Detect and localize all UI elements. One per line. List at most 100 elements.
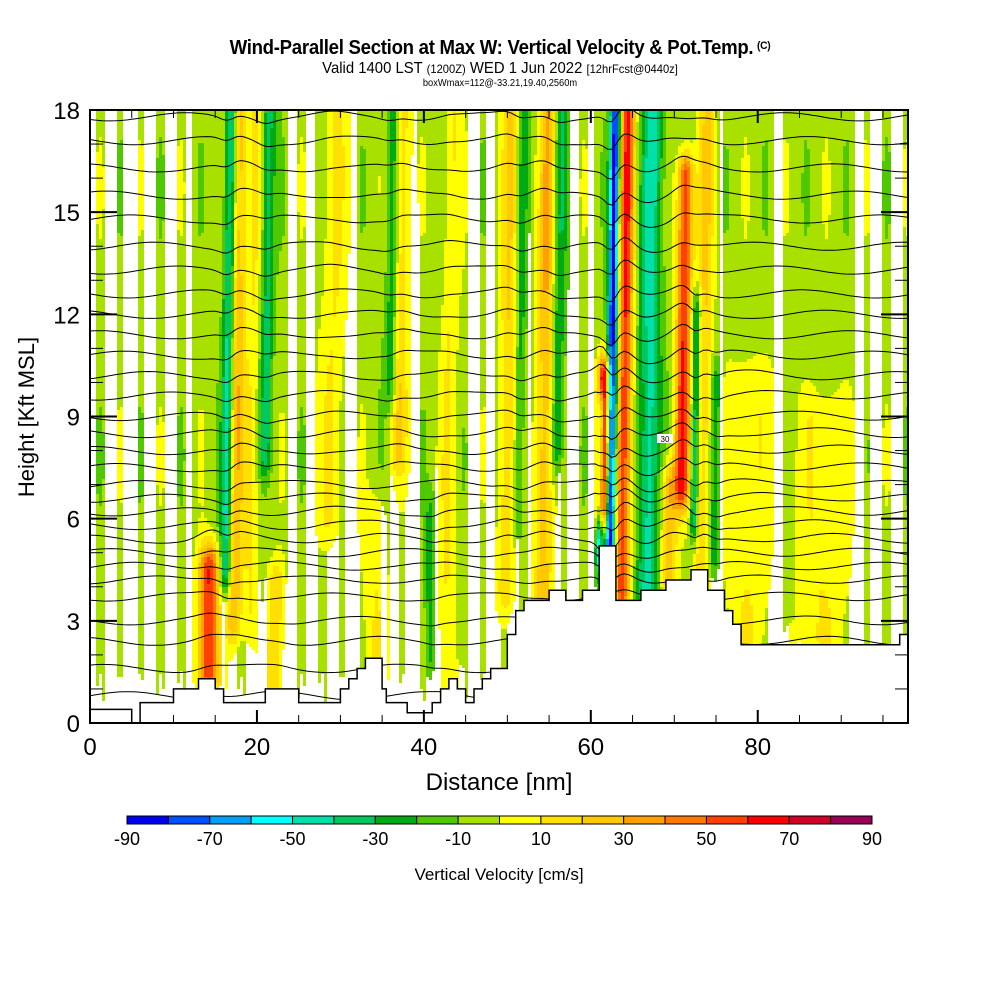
velocity-cell (666, 110, 669, 371)
velocity-cell (120, 407, 123, 503)
velocity-cell (276, 110, 279, 275)
velocity-cell (555, 476, 558, 506)
velocity-cell (825, 239, 828, 398)
velocity-cell (828, 161, 831, 215)
velocity-cell (231, 644, 234, 659)
velocity-cell (159, 239, 162, 407)
velocity-cell (663, 266, 666, 452)
valid-time: Valid 1400 LST (322, 60, 423, 77)
colorbar-swatch (499, 815, 542, 825)
velocity-cell (336, 296, 339, 536)
colorbar-swatch (623, 815, 666, 825)
velocity-cell (537, 209, 540, 569)
velocity-cell (216, 566, 219, 683)
velocity-cell (201, 233, 204, 410)
velocity-cell (282, 236, 285, 413)
velocity-cell (669, 446, 672, 458)
velocity-cell (99, 137, 102, 239)
velocity-cell (603, 368, 606, 371)
velocity-cell (219, 557, 222, 587)
velocity-cell (234, 356, 237, 632)
colorbar-swatch (830, 815, 873, 825)
velocity-cell (888, 491, 891, 689)
velocity-cell (363, 620, 366, 701)
velocity-cell (156, 158, 159, 218)
velocity-cell (363, 413, 366, 620)
velocity-cell (600, 377, 603, 380)
velocity-cell (423, 410, 426, 608)
velocity-cell (372, 110, 375, 494)
velocity-cell (609, 230, 612, 305)
velocity-cell (159, 137, 162, 239)
velocity-cell (198, 548, 201, 563)
velocity-cell (408, 110, 411, 473)
y-tick-label: 15 (53, 200, 80, 227)
velocity-cell (600, 521, 603, 527)
velocity-cell (237, 110, 240, 230)
velocity-cell (219, 110, 222, 317)
velocity-cell (744, 362, 747, 590)
velocity-cell (687, 140, 690, 149)
velocity-cell (159, 110, 162, 137)
velocity-cell (180, 110, 183, 140)
velocity-cell (786, 143, 789, 233)
velocity-cell (540, 173, 543, 362)
velocity-cell (222, 110, 225, 197)
velocity-cell (723, 233, 726, 377)
velocity-cell (597, 404, 600, 506)
velocity-cell (762, 230, 765, 353)
velocity-cell (327, 527, 330, 551)
velocity-cell (696, 293, 699, 302)
velocity-cell (204, 557, 207, 563)
velocity-cell (759, 110, 762, 353)
velocity-cell (279, 503, 282, 545)
velocity-cell (552, 161, 555, 284)
velocity-cell (600, 530, 603, 536)
velocity-cell (192, 110, 195, 557)
velocity-cell (678, 110, 681, 146)
velocity-cell (231, 635, 234, 644)
velocity-cell (120, 503, 123, 677)
velocity-cell (432, 491, 435, 671)
velocity-cell (387, 302, 390, 395)
velocity-cell (798, 110, 801, 392)
velocity-cell (297, 110, 300, 164)
velocity-cell (210, 545, 213, 548)
velocity-cell (669, 479, 672, 503)
velocity-cell (201, 110, 204, 143)
velocity-cell (348, 110, 351, 254)
velocity-cell (603, 362, 606, 368)
velocity-cell (225, 614, 228, 638)
isentrope-line (90, 487, 908, 505)
velocity-cell (678, 308, 681, 386)
isentrope-line (90, 422, 908, 441)
velocity-cell (450, 110, 453, 719)
velocity-cell (627, 389, 630, 482)
velocity-cell (816, 110, 819, 392)
velocity-cell (252, 305, 255, 650)
velocity-cell (735, 110, 738, 362)
velocity-cell (384, 272, 387, 419)
velocity-cell (699, 110, 702, 287)
velocity-cell (600, 428, 603, 479)
velocity-cell (279, 413, 282, 503)
velocity-cell (483, 407, 486, 503)
velocity-cell (675, 509, 678, 518)
velocity-cell (867, 440, 870, 473)
x-tick-label: 0 (83, 734, 96, 761)
velocity-cell (204, 563, 207, 677)
velocity-cell (744, 590, 747, 653)
velocity-cell (597, 356, 600, 365)
velocity-cell (750, 110, 753, 359)
velocity-cell (546, 290, 549, 410)
terrain (90, 545, 908, 723)
velocity-cell (693, 260, 696, 287)
velocity-cell (864, 236, 867, 671)
velocity-cell (795, 110, 798, 449)
velocity-cell (792, 620, 795, 650)
velocity-cell (300, 503, 303, 674)
velocity-cell (222, 515, 225, 575)
velocity-cell (612, 506, 615, 557)
velocity-cell (534, 155, 537, 566)
velocity-cell (501, 320, 504, 497)
